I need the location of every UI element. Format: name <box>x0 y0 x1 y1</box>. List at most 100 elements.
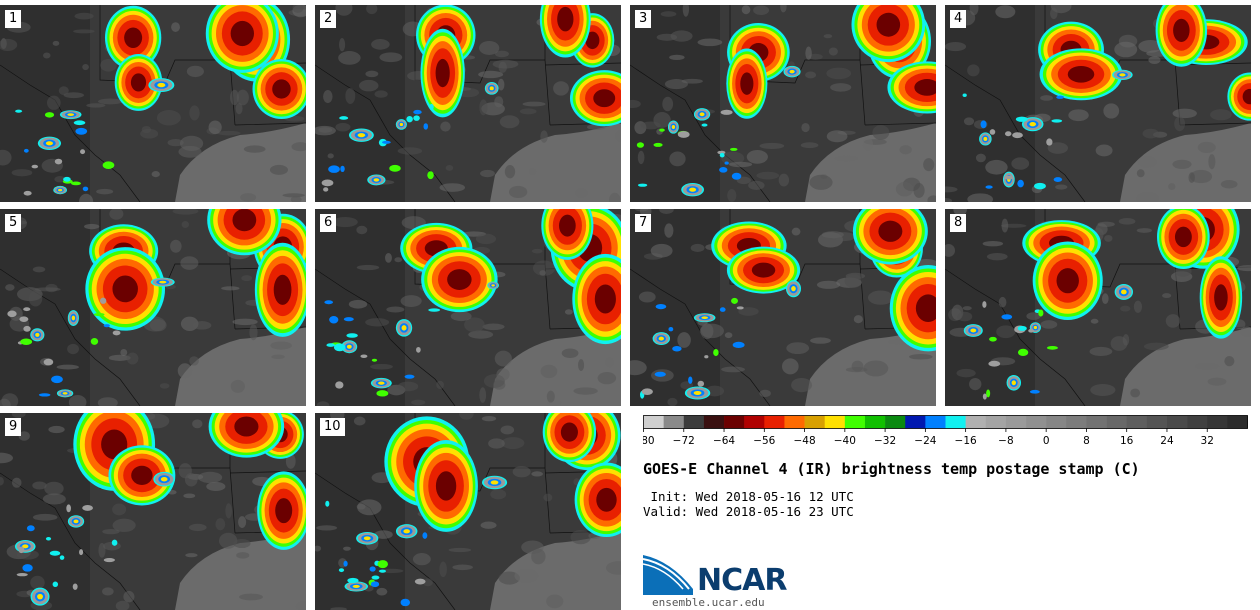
cloud-texture <box>660 11 677 17</box>
cloud-texture <box>514 568 539 583</box>
cloud-texture <box>181 221 190 228</box>
cloud-texture <box>546 390 555 403</box>
cloud-texture <box>540 130 548 143</box>
cloud-texture <box>339 38 346 52</box>
cloud-texture <box>271 354 285 360</box>
cloud-texture <box>753 5 770 15</box>
convective-speckle <box>324 300 334 305</box>
cloud-texture <box>249 324 258 341</box>
cloud-texture <box>605 357 614 368</box>
convective-speckle <box>413 109 422 115</box>
convective-speckle <box>1029 389 1040 394</box>
convective-speckle <box>111 539 118 546</box>
cloud-texture <box>0 452 13 464</box>
storm-cell <box>594 284 616 314</box>
gulf-water <box>1120 327 1251 406</box>
cloud-texture <box>512 466 531 478</box>
cloud-texture <box>450 311 472 322</box>
colorbar-segment <box>1187 415 1208 429</box>
convective-speckle <box>23 325 31 332</box>
cloud-texture <box>1040 320 1058 329</box>
storm-cell <box>671 125 676 130</box>
cloud-texture <box>494 50 509 58</box>
convective-speckle <box>369 566 376 572</box>
storm-cell <box>1119 73 1126 77</box>
convective-speckle <box>328 165 340 173</box>
state-border <box>315 472 456 610</box>
cloud-texture <box>374 90 388 98</box>
cloud-texture <box>1237 265 1251 272</box>
convective-speckle <box>730 147 738 151</box>
cloud-texture <box>348 299 368 309</box>
convective-speckle <box>82 186 89 192</box>
convective-speckle <box>19 316 29 322</box>
cloud-texture <box>34 287 61 292</box>
cloud-texture <box>482 323 505 331</box>
cloud-texture <box>1068 109 1089 122</box>
cloud-texture <box>327 153 334 159</box>
colorbar-tick-label: −32 <box>874 435 896 447</box>
ensemble-member-panel: 2 <box>315 5 621 202</box>
cloud-texture <box>282 193 305 198</box>
cloud-texture <box>967 64 980 77</box>
colorbar-segment <box>1086 415 1107 429</box>
storm-cell <box>789 69 795 74</box>
cloud-texture <box>821 231 844 239</box>
cloud-texture <box>1197 141 1216 153</box>
convective-speckle <box>404 374 415 379</box>
convective-speckle <box>637 183 648 187</box>
cloud-texture <box>496 368 510 381</box>
colorbar-tick-label: −24 <box>914 435 936 447</box>
storm-cell <box>1033 325 1038 330</box>
cloud-texture <box>225 503 232 519</box>
convective-speckle <box>406 115 413 123</box>
convective-speckle <box>720 109 733 115</box>
cloud-texture <box>192 321 212 330</box>
cloud-texture <box>995 5 1016 19</box>
cloud-texture <box>371 39 390 50</box>
cloud-texture <box>189 356 199 366</box>
cloud-texture <box>532 260 556 276</box>
colorbar-segment <box>1046 415 1067 429</box>
colorbar-segment <box>1066 415 1087 429</box>
cloud-texture <box>727 189 737 202</box>
cloud-texture <box>28 290 43 307</box>
cloud-texture <box>358 79 379 92</box>
storm-cell <box>112 275 138 303</box>
storm-cell <box>435 58 450 88</box>
gulf-water <box>490 327 621 406</box>
ensemble-member-panel: 5 <box>0 209 306 406</box>
cloud-texture <box>315 125 336 136</box>
storm-cell <box>373 178 380 182</box>
storm-cell <box>1121 289 1127 295</box>
cloud-texture <box>953 209 967 216</box>
cloud-texture <box>323 90 333 104</box>
state-border <box>864 122 936 126</box>
cloud-texture <box>1089 346 1113 357</box>
cloud-texture <box>316 401 330 406</box>
storm-cell <box>401 325 407 331</box>
cloud-texture <box>508 185 528 199</box>
cloud-texture <box>805 71 817 79</box>
colorbar-segment <box>703 415 725 429</box>
cloud-texture <box>385 252 392 263</box>
convective-speckle <box>414 578 426 585</box>
cloud-texture <box>1194 363 1220 370</box>
cloud-texture <box>73 29 95 34</box>
convective-speckle <box>982 301 987 308</box>
cloud-texture <box>498 61 507 73</box>
convective-speckle <box>371 358 378 362</box>
cloud-texture <box>58 86 69 96</box>
colorbar-segment <box>1227 415 1248 429</box>
convective-speckle <box>15 109 23 113</box>
storm-cell <box>73 519 79 524</box>
colorbar-segment <box>864 415 886 429</box>
cloud-texture <box>270 341 292 350</box>
convective-speckle <box>338 568 345 573</box>
convective-speckle <box>1017 348 1029 357</box>
convective-speckle <box>713 349 719 357</box>
cloud-texture <box>475 233 497 245</box>
storm-cell <box>230 20 255 47</box>
convective-speckle <box>20 338 33 345</box>
cloud-texture <box>853 315 863 324</box>
